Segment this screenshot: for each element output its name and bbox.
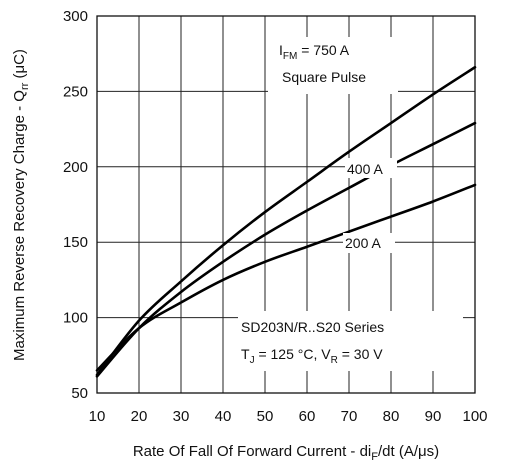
x-axis-label-unit: /dt (A/μs) (378, 443, 439, 460)
plot-frame (96, 15, 476, 394)
x-tick-label-3: 40 (215, 408, 232, 425)
annotation-ifm-symbol: I (279, 42, 283, 58)
annotation-conditions: TJ = 125 °C, VR = 30 V (241, 346, 383, 366)
x-tick-label-9: 100 (462, 408, 487, 425)
y-tick-label-4: 250 (63, 83, 88, 100)
label-400-bg (345, 158, 397, 178)
y-tick-label-5: 300 (63, 8, 88, 25)
series-lines (95, 65, 477, 378)
x-tick-label-2: 30 (173, 408, 190, 425)
y-axis-label-main: Maximum Reverse Recovery Charge - Q (11, 90, 28, 361)
x-tick-label-5: 60 (299, 408, 316, 425)
x-tick-label-8: 90 (425, 408, 442, 425)
annotation-bottom-bg (238, 311, 463, 371)
series-line-750a (95, 65, 477, 377)
annotation-ifm: IFM = 750 A (279, 42, 350, 62)
y-axis-label-sub: rr (19, 82, 31, 90)
y-tick-label-2: 150 (63, 234, 88, 251)
annotation-vr-sub: R (331, 355, 338, 366)
y-tick-label-3: 200 (63, 159, 88, 176)
y-axis-label: Maximum Reverse Recovery Charge - Qrr (μ… (11, 49, 31, 361)
y-tick-labels: 50 100 150 200 250 300 (63, 8, 88, 402)
annotation-series: SD203N/R..S20 Series (241, 319, 384, 335)
annotation-tj-symbol: T (241, 346, 250, 362)
y-tick-label-0: 50 (71, 385, 88, 402)
x-axis-label-main: Rate Of Fall Of Forward Current - di (133, 443, 371, 460)
x-tick-label-6: 70 (341, 408, 358, 425)
annotation-ifm-sub: FM (283, 51, 297, 62)
x-tick-label-1: 20 (131, 408, 148, 425)
annotation-ifm-value: = 750 A (297, 42, 349, 58)
x-tick-label-7: 80 (383, 408, 400, 425)
label-200-bg (343, 233, 395, 253)
x-tick-labels: 10 20 30 40 50 60 70 80 90 100 (89, 408, 488, 425)
annotation-top-bg (268, 37, 398, 94)
series-label-200: 200 A (345, 235, 381, 251)
x-tick-label-0: 10 (89, 408, 106, 425)
annotation-vr-value: = 30 V (338, 346, 383, 362)
series-label-400: 400 A (347, 161, 383, 177)
y-tick-label-1: 100 (63, 310, 88, 327)
annotation-tj-value: = 125 °C, V (255, 346, 332, 362)
x-axis-label: Rate Of Fall Of Forward Current - diF/dt… (133, 443, 439, 463)
y-axis-label-unit: (μC) (11, 49, 28, 83)
x-axis-label-sub: F (371, 451, 378, 463)
annotation-square-pulse: Square Pulse (282, 69, 366, 85)
series-line-400a (95, 121, 477, 378)
x-tick-label-4: 50 (257, 408, 274, 425)
annotation-tj-sub: J (250, 355, 255, 366)
series-line-200a (95, 183, 477, 372)
